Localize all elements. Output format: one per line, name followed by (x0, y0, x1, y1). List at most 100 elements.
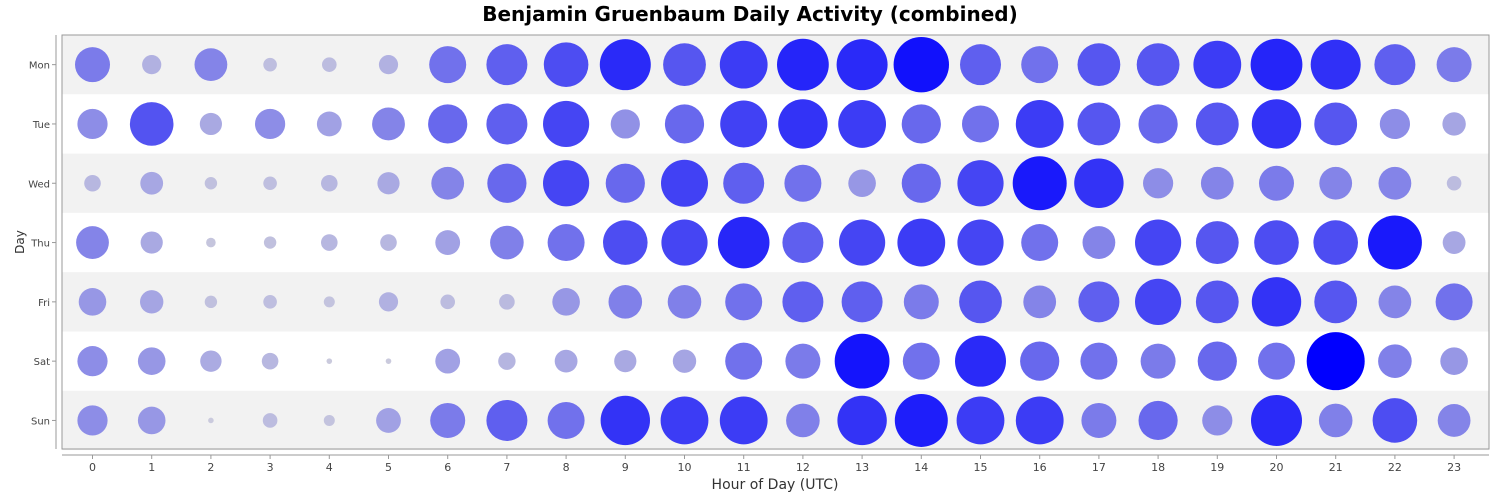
bubble-mon-2 (194, 48, 228, 82)
bubble-tue-1 (129, 102, 174, 146)
bubble-tue-12 (778, 99, 828, 149)
bubble-wed-19 (1200, 166, 1234, 200)
bubble-sat-22 (1378, 344, 1412, 378)
x-tick-label: 12 (796, 461, 810, 474)
bubble-tue-22 (1379, 108, 1410, 140)
y-axis-title: Day (13, 230, 27, 254)
bubble-thu-18 (1135, 219, 1182, 266)
bubble-tue-11 (720, 100, 768, 148)
bubble-sat-14 (902, 342, 940, 380)
bubble-thu-15 (957, 219, 1004, 266)
bubble-sun-4 (323, 414, 335, 426)
bubble-fri-0 (78, 288, 107, 316)
bubble-mon-19 (1193, 40, 1242, 89)
bubble-mon-4 (322, 57, 337, 72)
bubble-fri-3 (263, 295, 277, 309)
y-tick-label: Thu (30, 239, 50, 250)
x-tick-label: 5 (385, 461, 392, 474)
bubble-sat-3 (261, 352, 279, 370)
bubble-thu-21 (1313, 220, 1358, 265)
bubble-sun-13 (837, 395, 887, 446)
y-axis: Mon Tue Wed Thu Fri Sat Sun (28, 35, 57, 449)
x-tick-label: 10 (678, 461, 692, 474)
bubble-thu-3 (263, 236, 277, 249)
bubble-fri-9 (608, 285, 643, 319)
bubble-mon-20 (1250, 38, 1303, 91)
bubble-tue-3 (255, 108, 286, 140)
bubble-thu-11 (717, 216, 770, 269)
row-bands (62, 35, 1489, 451)
bubble-fri-17 (1078, 281, 1120, 323)
bubble-sun-14 (894, 393, 948, 447)
bubble-thu-0 (76, 226, 109, 259)
bubble-sun-23 (1437, 404, 1471, 437)
x-tick-label: 4 (326, 461, 333, 474)
x-tick-label: 9 (622, 461, 629, 474)
bubble-wed-21 (1319, 166, 1353, 200)
x-tick-label: 8 (563, 461, 570, 474)
bubble-wed-17 (1074, 158, 1124, 208)
bubble-mon-3 (263, 57, 277, 72)
bubble-thu-1 (140, 231, 163, 254)
bubble-layer (75, 36, 1473, 447)
bubble-sun-17 (1081, 402, 1117, 438)
bubble-mon-0 (75, 47, 110, 83)
bubble-sat-5 (385, 358, 392, 364)
row-band-tue (62, 94, 1489, 154)
bubble-tue-9 (610, 109, 640, 139)
bubble-fri-12 (782, 281, 824, 323)
bubble-fri-22 (1378, 285, 1412, 319)
bubble-sun-21 (1318, 403, 1353, 438)
bubble-sun-12 (786, 403, 820, 438)
bubble-sun-15 (956, 396, 1005, 445)
bubble-sun-18 (1138, 400, 1178, 441)
bubble-mon-9 (599, 39, 651, 91)
bubble-fri-20 (1251, 277, 1302, 327)
bubble-sun-11 (719, 396, 768, 445)
chart-title: Benjamin Gruenbaum Daily Activity (combi… (482, 2, 1018, 26)
bubble-thu-9 (603, 220, 648, 265)
bubble-sun-2 (208, 417, 214, 424)
bubble-wed-15 (957, 160, 1004, 207)
bubble-wed-9 (605, 163, 645, 203)
bubble-sat-1 (137, 347, 166, 375)
y-tick-label: Fri (38, 298, 50, 309)
row-band-fri (62, 272, 1489, 332)
bubble-wed-6 (431, 166, 465, 200)
bubble-sat-12 (785, 343, 821, 379)
bubble-wed-22 (1378, 166, 1412, 200)
x-tick-label: 23 (1447, 461, 1461, 474)
y-tick-label: Sat (34, 357, 50, 368)
bubble-sat-18 (1140, 343, 1176, 379)
x-tick-label: 13 (855, 461, 869, 474)
bubble-sun-19 (1202, 405, 1233, 436)
x-tick-label: 17 (1092, 461, 1106, 474)
bubble-wed-0 (84, 174, 101, 192)
bubble-tue-18 (1138, 104, 1178, 144)
bubble-thu-4 (321, 234, 338, 251)
bubble-sat-11 (725, 342, 763, 380)
y-tick-label: Tue (32, 120, 50, 131)
bubble-mon-10 (663, 43, 706, 87)
bubble-fri-5 (378, 292, 399, 312)
bubble-tue-16 (1015, 100, 1064, 148)
x-tick-label: 15 (974, 461, 988, 474)
bubble-mon-1 (142, 55, 162, 75)
x-axis: 0 1 2 3 4 5 6 7 8 9 10 11 12 13 14 15 16 17 18 19 20 21 22 23 (62, 454, 1489, 474)
bubble-wed-10 (661, 159, 708, 207)
bubble-mon-22 (1374, 44, 1416, 86)
bubble-wed-3 (263, 176, 277, 191)
x-tick-label: 19 (1210, 461, 1224, 474)
bubble-sat-8 (554, 349, 578, 373)
bubble-wed-2 (204, 177, 218, 190)
bubble-sat-17 (1080, 342, 1118, 380)
bubble-sat-0 (77, 346, 108, 377)
x-tick-label: 11 (737, 461, 751, 474)
bubble-wed-23 (1446, 175, 1462, 191)
bubble-mon-6 (429, 46, 467, 84)
bubble-sun-3 (262, 413, 278, 428)
bubble-fri-15 (959, 280, 1002, 324)
bubble-tue-5 (372, 107, 405, 141)
bubble-sun-9 (600, 395, 650, 446)
